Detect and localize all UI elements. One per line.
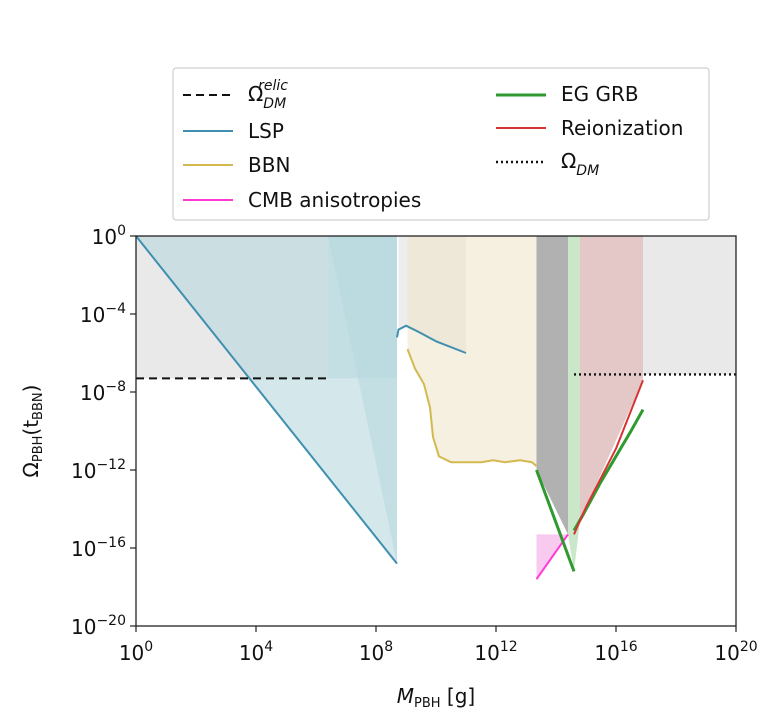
legend-label-dm: ΩDM <box>561 149 599 179</box>
legend: ΩDMrelic LSP BBN CMB anisotropies EG GRB… <box>172 67 710 221</box>
x-tick-label: 1020 <box>714 639 757 665</box>
series-bbn-2 <box>406 348 538 467</box>
exclusion-regions <box>136 236 736 580</box>
legend-frame <box>172 67 710 221</box>
y-tick-label: 10−12 <box>71 457 126 483</box>
region-reion_fill-9 <box>580 236 643 521</box>
y-tick-label: 100 <box>92 223 126 249</box>
x-tick-label: 100 <box>119 639 153 665</box>
y-axis-label: ΩPBH(tBBN) <box>19 385 46 478</box>
region-dark_band-7 <box>536 236 568 535</box>
y-tick-label: 10−8 <box>80 379 126 405</box>
x-tick-label: 1016 <box>594 639 637 665</box>
y-tick-label: 10−16 <box>71 535 126 561</box>
legend-label-reion: Reionization <box>561 116 683 140</box>
plot-frame <box>135 235 737 627</box>
series-lsp-0 <box>135 235 398 565</box>
legend-label-cmb: CMB anisotropies <box>248 188 421 212</box>
series-lines <box>135 235 645 580</box>
region-bbn_fill-5 <box>407 236 537 467</box>
legend-label-relic: ΩDMrelic <box>248 78 288 112</box>
y-tick-label: 10−4 <box>80 301 126 327</box>
reference-lines <box>136 373 736 380</box>
series-reion-6 <box>573 379 644 535</box>
x-tick-label: 104 <box>239 639 273 665</box>
legend-label-eggrb: EG GRB <box>561 82 639 106</box>
x-tick-label: 1012 <box>474 639 517 665</box>
x-axis-ticks: 100 104 108 1012 1016 1020 <box>119 626 758 665</box>
region-eggrb_fill-8 <box>568 236 580 572</box>
series-eggrb-4 <box>535 469 576 572</box>
region-excluded_fill-10 <box>643 236 736 375</box>
legend-label-lsp: LSP <box>248 119 284 143</box>
legend-label-bbn: BBN <box>248 153 290 177</box>
x-axis-label: MPBH [g] <box>397 684 475 711</box>
y-axis-ticks: 100 10−4 10−8 10−12 10−16 10−20 <box>71 223 136 639</box>
series-lsp-1 <box>396 324 467 354</box>
x-tick-label: 108 <box>359 639 393 665</box>
y-tick-label: 10−20 <box>71 613 126 639</box>
